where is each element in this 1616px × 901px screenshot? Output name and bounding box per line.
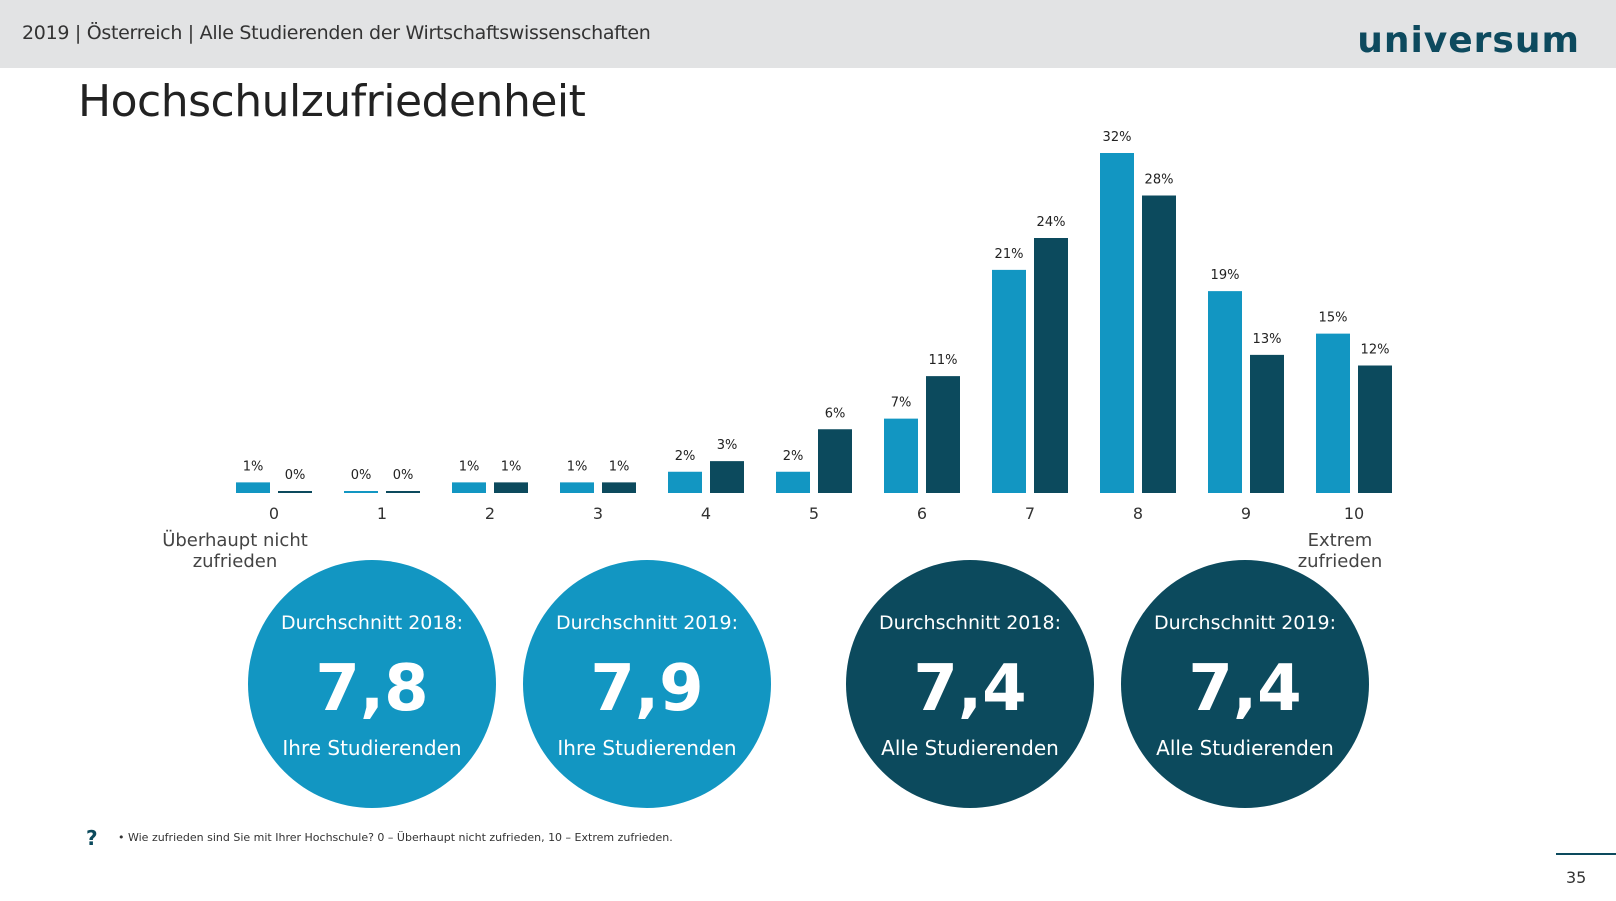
bar-1-series-2 bbox=[386, 491, 420, 493]
data-label-7-series-2: 24% bbox=[1037, 215, 1066, 230]
average-circle-all-2018: Durchschnitt 2018: 7,4 Alle Studierenden bbox=[846, 560, 1094, 808]
data-label-1-series-1: 0% bbox=[351, 468, 372, 483]
bar-2-series-2 bbox=[494, 482, 528, 493]
data-label-8-series-2: 28% bbox=[1145, 173, 1174, 188]
average-circle-own-2019: Durchschnitt 2019: 7,9 Ihre Studierenden bbox=[523, 560, 771, 808]
page-number: 35 bbox=[1566, 868, 1587, 887]
bar-7-series-2 bbox=[1034, 238, 1068, 493]
x-tick-label-2: 2 bbox=[485, 504, 495, 523]
bar-0-series-2 bbox=[278, 491, 312, 493]
bar-3-series-2 bbox=[602, 482, 636, 493]
circle-heading: Durchschnitt 2018: bbox=[879, 612, 1061, 634]
data-label-10-series-1: 15% bbox=[1319, 311, 1348, 326]
bar-6-series-1 bbox=[884, 418, 918, 493]
circle-caption: Ihre Studierenden bbox=[282, 736, 462, 760]
bar-8-series-1 bbox=[1100, 153, 1134, 493]
data-label-6-series-1: 7% bbox=[891, 396, 912, 411]
circle-value: 7,4 bbox=[913, 652, 1027, 726]
bar-9-series-1 bbox=[1208, 291, 1242, 493]
bar-6-series-2 bbox=[926, 376, 960, 493]
bar-7-series-1 bbox=[992, 269, 1026, 493]
data-label-9-series-2: 13% bbox=[1253, 332, 1282, 347]
bar-5-series-1 bbox=[776, 471, 810, 493]
circle-value: 7,4 bbox=[1188, 652, 1302, 726]
bar-1-series-1 bbox=[344, 491, 378, 493]
data-label-3-series-2: 1% bbox=[609, 459, 630, 474]
data-label-3-series-1: 1% bbox=[567, 459, 588, 474]
circle-heading: Durchschnitt 2019: bbox=[556, 612, 738, 634]
circle-caption: Alle Studierenden bbox=[881, 736, 1059, 760]
bar-3-series-1 bbox=[560, 482, 594, 493]
breadcrumb: 2019 | Österreich | Alle Studierenden de… bbox=[22, 22, 651, 44]
bar-2-series-1 bbox=[452, 482, 486, 493]
data-label-0-series-1: 1% bbox=[243, 459, 264, 474]
header-bar: 2019 | Österreich | Alle Studierenden de… bbox=[0, 0, 1616, 68]
circle-heading: Durchschnitt 2019: bbox=[1154, 612, 1336, 634]
bar-10-series-2 bbox=[1358, 365, 1392, 493]
bar-0-series-1 bbox=[236, 482, 270, 493]
data-label-0-series-2: 0% bbox=[285, 468, 306, 483]
x-tick-label-10: 10 bbox=[1344, 504, 1364, 523]
x-tick-label-1: 1 bbox=[377, 504, 387, 523]
scale-high-label: Extrem zufrieden bbox=[1297, 530, 1383, 572]
data-label-10-series-2: 12% bbox=[1361, 343, 1390, 358]
bar-10-series-1 bbox=[1316, 333, 1350, 493]
x-tick-label-5: 5 bbox=[809, 504, 819, 523]
footnote-text: • Wie zufrieden sind Sie mit Ihrer Hochs… bbox=[118, 831, 673, 844]
x-tick-label-7: 7 bbox=[1025, 504, 1035, 523]
data-label-4-series-1: 2% bbox=[675, 449, 696, 464]
scale-low-label: Überhaupt nicht zufrieden bbox=[162, 530, 308, 572]
x-tick-label-8: 8 bbox=[1133, 504, 1143, 523]
circle-caption: Ihre Studierenden bbox=[557, 736, 737, 760]
data-label-5-series-1: 2% bbox=[783, 449, 804, 464]
data-label-7-series-1: 21% bbox=[995, 247, 1024, 262]
question-icon: ? bbox=[86, 826, 98, 850]
x-tick-label-4: 4 bbox=[701, 504, 711, 523]
bar-chart: 1%0%00% 0%11% 1%21% 1%32%3%42%6%57%11%621%2… bbox=[236, 130, 1392, 523]
universum-logo: universum bbox=[1357, 20, 1580, 61]
bar-8-series-2 bbox=[1142, 195, 1176, 493]
data-label-4-series-2: 3% bbox=[717, 438, 738, 453]
data-label-6-series-2: 11% bbox=[929, 353, 958, 368]
data-label-2-series-1: 1% bbox=[459, 459, 480, 474]
circle-heading: Durchschnitt 2018: bbox=[281, 612, 463, 634]
data-label-2-series-2: 1% bbox=[501, 459, 522, 474]
x-tick-label-6: 6 bbox=[917, 504, 927, 523]
circle-value: 7,8 bbox=[315, 652, 429, 726]
bar-4-series-2 bbox=[710, 461, 744, 493]
x-tick-label-9: 9 bbox=[1241, 504, 1251, 523]
circle-caption: Alle Studierenden bbox=[1156, 736, 1334, 760]
page-divider bbox=[1556, 853, 1616, 855]
data-label-9-series-1: 19% bbox=[1211, 268, 1240, 283]
page-title: Hochschulzufriedenheit bbox=[78, 76, 586, 127]
data-label-8-series-1: 32% bbox=[1103, 130, 1132, 145]
bar-4-series-1 bbox=[668, 471, 702, 493]
average-circle-all-2019: Durchschnitt 2019: 7,4 Alle Studierenden bbox=[1121, 560, 1369, 808]
x-tick-label-0: 0 bbox=[269, 504, 279, 523]
data-label-1-series-2: 0% bbox=[393, 468, 414, 483]
data-label-5-series-2: 6% bbox=[825, 406, 846, 421]
circle-value: 7,9 bbox=[590, 652, 704, 726]
bar-5-series-2 bbox=[818, 429, 852, 493]
average-circle-own-2018: Durchschnitt 2018: 7,8 Ihre Studierenden bbox=[248, 560, 496, 808]
bar-9-series-2 bbox=[1250, 354, 1284, 493]
x-tick-label-3: 3 bbox=[593, 504, 603, 523]
